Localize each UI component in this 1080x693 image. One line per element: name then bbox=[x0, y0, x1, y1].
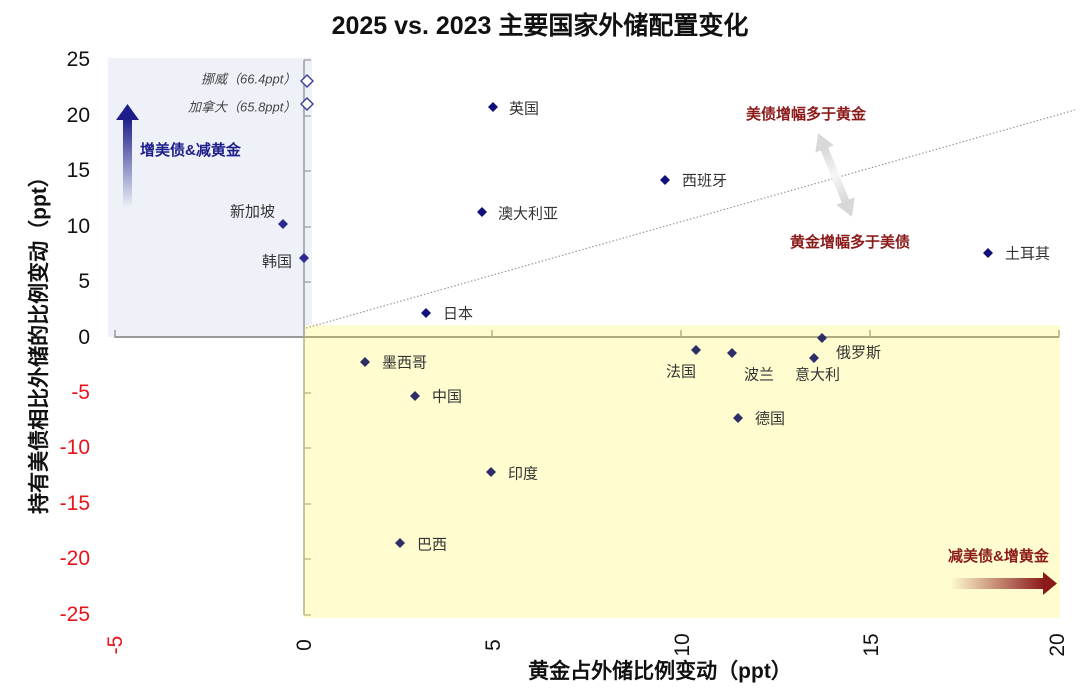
x-axis-label: 黄金占外储比例变动（ppt） bbox=[528, 660, 792, 683]
y-tick: 25 bbox=[66, 48, 90, 71]
x-tick: 5 bbox=[482, 639, 505, 651]
x-tick: 15 bbox=[860, 633, 883, 657]
x-tick: -5 bbox=[104, 635, 127, 655]
chart-title: 2025 vs. 2023 主要国家外储配置变化 bbox=[331, 12, 749, 40]
marker-japan bbox=[421, 308, 431, 318]
y-tick: 15 bbox=[66, 159, 90, 182]
double-arrow-icon bbox=[815, 133, 855, 217]
point-label-mexico: 墨西哥 bbox=[382, 354, 428, 372]
point-label-france: 法国 bbox=[666, 363, 697, 381]
x-tick: 10 bbox=[671, 633, 694, 657]
y-tick: 0 bbox=[78, 326, 90, 349]
y-tick: 5 bbox=[78, 270, 90, 293]
right-arrow-icon bbox=[950, 572, 1057, 595]
point-label-poland: 波兰 bbox=[744, 366, 775, 384]
blue-region bbox=[108, 58, 312, 337]
point-label-china: 中国 bbox=[432, 388, 463, 406]
point-label-spain: 西班牙 bbox=[682, 172, 728, 190]
annotation-below-line: 黄金增幅多于美债 bbox=[790, 234, 911, 251]
annotation-bottom-right: 减美债&增黄金 bbox=[948, 548, 1049, 565]
marker-australia bbox=[477, 207, 487, 217]
yellow-region bbox=[304, 325, 1060, 618]
y-tick: 10 bbox=[66, 215, 90, 238]
y-tick: -10 bbox=[59, 436, 90, 459]
data-points bbox=[278, 74, 993, 548]
marker-italy bbox=[809, 353, 819, 363]
annotation-above-line: 美债增幅多于黄金 bbox=[746, 106, 867, 123]
marker-poland bbox=[727, 348, 737, 358]
y-tick: -20 bbox=[59, 547, 90, 570]
point-label-canada: 加拿大（65.8ppt） bbox=[188, 99, 297, 115]
marker-korea bbox=[299, 253, 309, 263]
y-tick: -5 bbox=[71, 381, 90, 404]
marker-france bbox=[691, 345, 701, 355]
point-label-japan: 日本 bbox=[443, 305, 474, 323]
marker-china bbox=[410, 391, 420, 401]
point-label-norway: 挪威（66.4ppt） bbox=[201, 71, 297, 87]
marker-brazil bbox=[395, 538, 405, 548]
marker-uk bbox=[488, 102, 498, 112]
x-tick: 20 bbox=[1046, 633, 1069, 657]
up-arrow-icon bbox=[116, 104, 139, 208]
point-label-australia: 澳大利亚 bbox=[498, 205, 559, 223]
marker-india bbox=[486, 467, 496, 477]
y-axis-label: 持有美债相比外储的比例变动（ppt） bbox=[28, 166, 51, 514]
point-label-germany: 德国 bbox=[755, 410, 786, 428]
marker-turkey bbox=[983, 248, 993, 258]
marker-mexico bbox=[360, 357, 370, 367]
marker-canada bbox=[300, 97, 314, 111]
y-tick: 20 bbox=[66, 104, 90, 127]
marker-spain bbox=[660, 175, 670, 185]
point-label-turkey: 土耳其 bbox=[1005, 245, 1051, 263]
point-label-russia: 俄罗斯 bbox=[836, 344, 882, 362]
annotation-top-left: 增美债&减黄金 bbox=[140, 142, 241, 159]
point-label-brazil: 巴西 bbox=[417, 536, 448, 554]
reference-line bbox=[305, 109, 1076, 329]
point-label-india: 印度 bbox=[508, 465, 539, 483]
marker-russia bbox=[817, 333, 827, 343]
marker-germany bbox=[733, 413, 743, 423]
x-tick: 0 bbox=[293, 639, 316, 651]
y-tick: -25 bbox=[59, 603, 90, 626]
y-tick: -15 bbox=[59, 492, 90, 515]
point-label-singapore: 新加坡 bbox=[230, 203, 276, 221]
point-label-korea: 韩国 bbox=[262, 253, 293, 271]
marker-singapore bbox=[278, 219, 288, 229]
point-label-italy: 意大利 bbox=[795, 366, 841, 384]
marker-norway bbox=[300, 74, 314, 88]
point-label-uk: 英国 bbox=[509, 100, 540, 118]
